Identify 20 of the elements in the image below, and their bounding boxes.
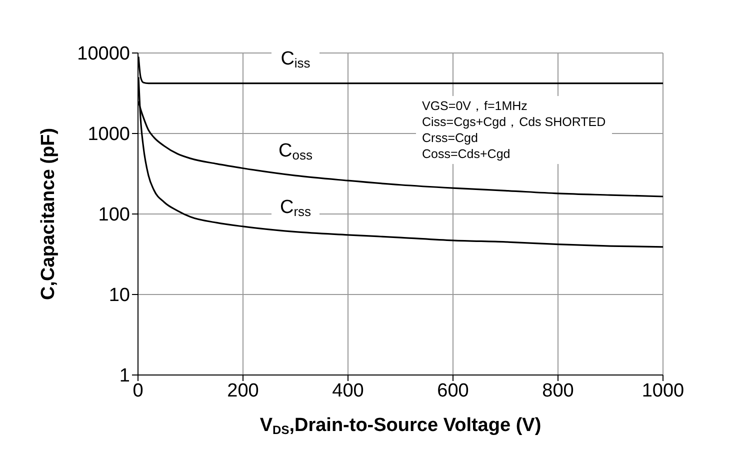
annotation: Crss=Cgd — [422, 130, 479, 146]
x-tick-label: 200 — [227, 380, 259, 402]
y-axis-title: C,Capacitance (pF) — [38, 128, 59, 300]
annotation: VGS=0V，f=1MHz — [422, 98, 528, 114]
y-tick-label: 1 — [119, 366, 130, 387]
x-tick-label: 600 — [437, 380, 469, 402]
series-label: C$_{iss}$ — [280, 48, 311, 71]
x-axis-title: V$_{DS}$,Drain-to-Source Voltage (V) — [260, 415, 542, 437]
x-tick-label: 400 — [332, 380, 364, 402]
annotation: Ciss=Cgs+Cgd，Cds SHORTED — [422, 114, 606, 130]
y-tick-label: 1000 — [88, 124, 130, 146]
annotation: Coss=Cds+Cgd — [422, 146, 512, 162]
y-tick-label: 100 — [98, 204, 130, 226]
series-label: C$_{rss}$ — [280, 196, 312, 220]
x-tick-label: 1000 — [642, 380, 684, 402]
series-label: C$_{oss}$ — [278, 140, 313, 163]
y-tick-label: 10 — [108, 285, 130, 306]
y-tick-label: 10000 — [77, 44, 130, 65]
x-tick-label: 0 — [132, 380, 144, 402]
x-tick-label: 800 — [542, 380, 574, 402]
